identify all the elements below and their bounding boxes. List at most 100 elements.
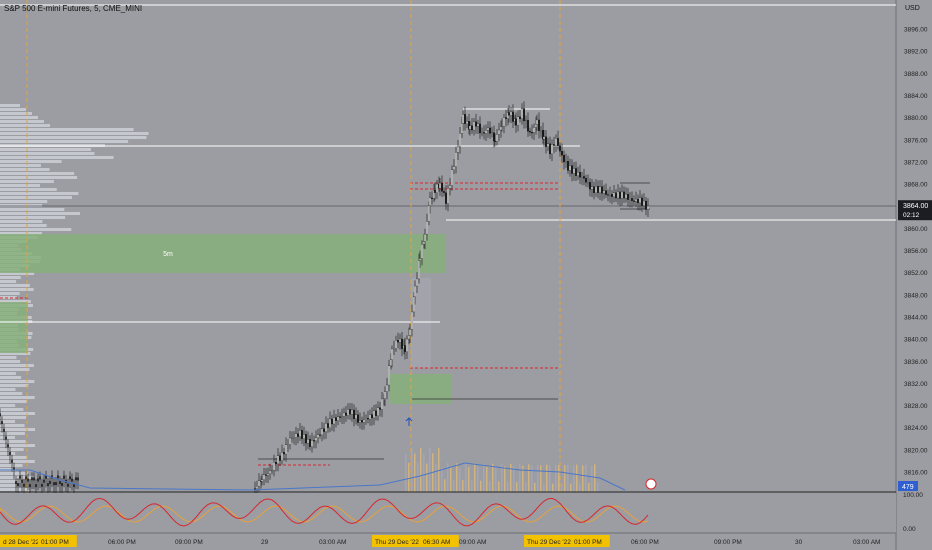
- candle-body: [315, 437, 317, 441]
- volume-profile-bar: [0, 276, 21, 279]
- event-marker: [645, 478, 657, 490]
- candle-body: [583, 176, 585, 179]
- candle-body: [553, 144, 555, 146]
- candle-body: [408, 335, 410, 340]
- volume-profile-bar: [0, 132, 149, 135]
- candle-body: [33, 477, 35, 481]
- candle-body: [265, 474, 267, 476]
- time-tick-label: 03:00 AM: [853, 539, 880, 546]
- candle-body: [494, 140, 496, 142]
- volume-profile-bar: [0, 108, 26, 111]
- volume-bar: [492, 463, 494, 492]
- candle-body: [593, 186, 595, 193]
- candle-body: [462, 114, 464, 124]
- candle-body: [487, 127, 489, 131]
- candle-body: [447, 188, 449, 204]
- candle-body: [21, 479, 23, 483]
- candle-body: [406, 338, 408, 352]
- volume-profile-bar: [0, 464, 23, 467]
- volume-bar: [459, 467, 461, 492]
- candle-body: [459, 133, 461, 148]
- price-tick-label: 3824.00: [904, 425, 928, 432]
- volume-bar: [522, 465, 524, 492]
- candle-body: [77, 477, 79, 481]
- time-tick-label: 01:00 PM: [41, 539, 69, 546]
- price-tick-label: 3816.00: [904, 470, 928, 477]
- volume-bar: [483, 463, 485, 492]
- candle-body: [359, 420, 361, 423]
- volume-profile-bar: [0, 200, 48, 203]
- candle-body: [611, 194, 613, 197]
- time-tick-label: 06:00 PM: [108, 539, 136, 546]
- candle-body: [7, 444, 9, 448]
- candle-body: [287, 444, 289, 446]
- candle-body: [69, 476, 71, 480]
- time-tick-label: 03:00 AM: [319, 539, 346, 546]
- candle-body: [529, 131, 531, 133]
- price-tick-label: 3896.00: [904, 27, 928, 34]
- candle-body: [567, 161, 569, 171]
- candle-body: [5, 436, 7, 440]
- candle-body: [256, 486, 258, 489]
- candle-body: [395, 340, 397, 349]
- candle-body: [39, 476, 41, 480]
- candle-body: [491, 132, 493, 134]
- candle-body: [388, 365, 390, 386]
- volume-bar: [426, 463, 428, 492]
- time-tick-highlight: [372, 535, 436, 547]
- candle-body: [424, 233, 426, 242]
- candle-body: [501, 125, 503, 128]
- candle-body: [384, 391, 386, 400]
- volume-bar: [468, 467, 470, 492]
- candle-body: [283, 452, 285, 455]
- volume-profile-bar: [0, 424, 25, 427]
- candle-body: [411, 311, 413, 330]
- volume-profile-bar: [0, 156, 114, 159]
- candle-body: [635, 198, 637, 202]
- price-axis: [896, 0, 932, 550]
- volume-bar: [564, 465, 566, 492]
- price-tick-label: 3868.00: [904, 182, 928, 189]
- candle-body: [377, 407, 379, 416]
- candle-body: [273, 461, 275, 471]
- range-shade: [411, 278, 431, 368]
- time-tick-label: 06:00 PM: [631, 539, 659, 546]
- volume-bar: [534, 482, 536, 492]
- candle-body: [439, 182, 441, 189]
- candle-body: [345, 412, 347, 416]
- candle-body: [413, 296, 415, 313]
- zone-label: 5m: [163, 251, 173, 258]
- volume-bar: [477, 466, 479, 492]
- candle-body: [341, 416, 343, 418]
- volume-profile-bar: [0, 392, 23, 395]
- candle-body: [27, 478, 29, 482]
- volume-profile-bar: [0, 116, 38, 119]
- candle-body: [421, 244, 423, 259]
- candle-body: [641, 197, 643, 206]
- candle-body: [423, 241, 425, 245]
- candle-body: [633, 200, 635, 202]
- volume-profile-bar: [0, 284, 30, 287]
- price-tick-label: 3832.00: [904, 381, 928, 388]
- candle-body: [319, 434, 321, 436]
- candle-body: [73, 484, 75, 488]
- price-tick-label: 3892.00: [904, 49, 928, 56]
- volume-profile-bar: [0, 136, 147, 139]
- volume-bar: [435, 463, 437, 492]
- volume-profile-bar: [0, 296, 17, 299]
- volume-profile-bar: [0, 408, 24, 411]
- candle-body: [335, 417, 337, 421]
- volume-profile-bar: [0, 444, 35, 447]
- volume-bar: [528, 464, 530, 492]
- volume-profile-bar: [0, 192, 79, 195]
- candle-body: [347, 409, 349, 416]
- volume-profile-bar: [0, 152, 95, 155]
- volume-bar: [531, 465, 533, 492]
- demand-zone: [0, 234, 446, 273]
- candle-body: [466, 121, 468, 124]
- candle-body: [337, 416, 339, 421]
- time-tick-label: Thu 29 Dec '22: [375, 539, 419, 546]
- volume-bar: [582, 465, 584, 492]
- candle-body: [45, 475, 47, 479]
